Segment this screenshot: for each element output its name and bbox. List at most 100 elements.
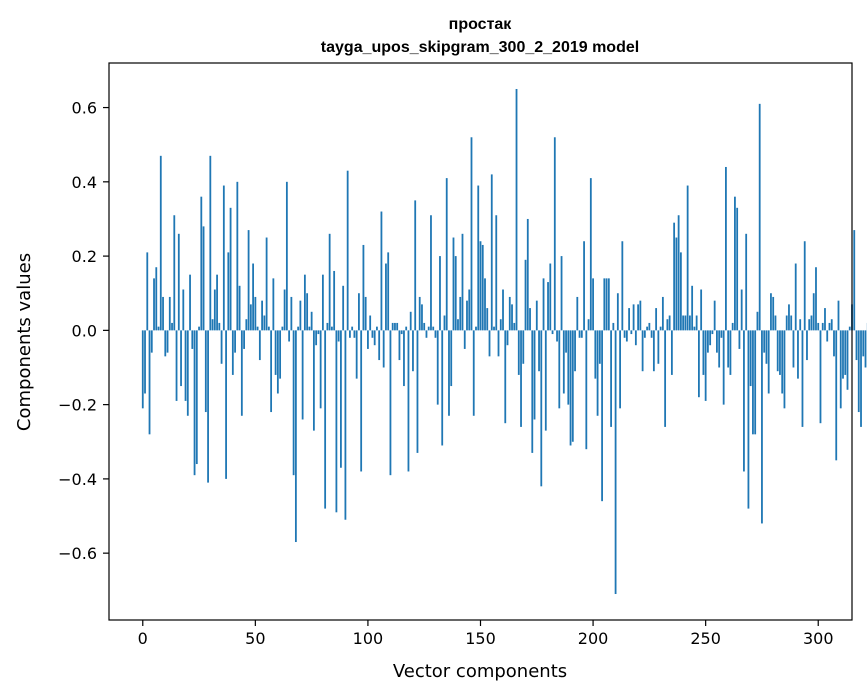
bar-8 [159, 155, 162, 331]
bar-120 [412, 330, 414, 372]
x-tick-label: 0 [138, 629, 148, 648]
bar-191 [571, 330, 574, 442]
bar-156 [493, 326, 495, 331]
bar-107 [382, 330, 385, 368]
bar-57 [270, 330, 273, 413]
bar-82 [326, 322, 329, 331]
bar-123 [418, 296, 421, 331]
bar-214 [623, 330, 626, 338]
bar-116 [403, 330, 405, 387]
bar-93 [351, 326, 354, 331]
bar-216 [628, 308, 630, 331]
bar-173 [531, 330, 534, 453]
bar-126 [425, 330, 428, 338]
bar-94 [353, 330, 356, 338]
bar-35 [220, 330, 223, 364]
bar-114 [398, 330, 401, 361]
bar-43 [238, 285, 241, 331]
bar-2 [146, 252, 149, 331]
bar-146 [470, 137, 473, 331]
bar-51 [256, 326, 259, 331]
y-axis: −0.6 −0.4 −0.2 0.0 0.2 0.4 0.6 [58, 99, 109, 563]
bar-220 [637, 304, 640, 331]
bar-124 [421, 304, 423, 331]
bar-56 [267, 326, 270, 331]
bar-257 [720, 330, 723, 338]
bar-147 [472, 330, 475, 416]
bar-133 [441, 330, 444, 446]
bar-229 [657, 330, 660, 364]
bar-110 [389, 330, 392, 476]
bar-72 [303, 274, 306, 331]
bar-189 [567, 330, 570, 405]
bar-232 [664, 330, 667, 427]
bar-236 [673, 222, 676, 331]
bar-318 [857, 330, 860, 413]
bar-247 [698, 330, 700, 398]
bar-130 [434, 330, 437, 338]
bar-54 [263, 315, 266, 331]
bar-138 [452, 237, 455, 331]
bar-163 [508, 296, 511, 331]
bar-213 [621, 241, 624, 331]
bar-151 [481, 244, 484, 331]
bar-64 [285, 181, 288, 331]
bar-37 [225, 330, 227, 479]
bar-100 [367, 330, 369, 349]
bar-1 [144, 330, 146, 394]
bar-317 [855, 330, 858, 361]
bar-113 [396, 322, 399, 331]
bar-284 [781, 330, 784, 394]
bar-219 [634, 330, 637, 346]
bar-175 [535, 300, 538, 331]
bar-165 [513, 322, 516, 331]
bar-30 [209, 155, 212, 331]
bar-87 [337, 330, 340, 342]
y-tick-label: 0.2 [72, 247, 97, 266]
bar-16 [177, 233, 180, 331]
bar-96 [358, 293, 360, 331]
bar-290 [794, 263, 797, 331]
bar-217 [630, 330, 633, 335]
bar-171 [526, 218, 529, 331]
bar-273 [756, 311, 759, 331]
bar-49 [252, 263, 254, 331]
bars-group [141, 88, 867, 595]
bar-231 [661, 296, 664, 331]
bar-22 [191, 330, 194, 349]
bar-79 [319, 330, 322, 409]
x-axis-label: Vector components [393, 661, 567, 682]
bar-196 [583, 241, 585, 331]
bar-19 [184, 330, 187, 401]
bar-31 [211, 319, 214, 331]
bar-23 [193, 330, 196, 476]
bar-102 [371, 330, 374, 338]
bar-25 [198, 326, 200, 331]
bar-167 [517, 330, 520, 375]
bar-237 [675, 237, 678, 331]
bar-259 [725, 166, 727, 331]
bar-262 [731, 322, 734, 331]
bar-90 [344, 330, 347, 520]
bar-291 [797, 330, 799, 379]
bar-137 [450, 330, 453, 387]
bar-73 [306, 293, 309, 331]
bar-101 [369, 315, 372, 331]
bar-260 [727, 330, 730, 368]
bar-238 [677, 215, 680, 331]
bar-261 [729, 330, 732, 375]
bar-194 [578, 330, 581, 338]
bar-176 [538, 330, 540, 372]
bar-48 [249, 304, 252, 331]
bar-283 [779, 330, 781, 375]
bar-256 [718, 330, 721, 368]
bar-184 [556, 330, 558, 342]
y-tick-label: 0.4 [72, 173, 97, 192]
bar-166 [515, 88, 518, 331]
bar-112 [394, 322, 396, 331]
bar-202 [596, 330, 599, 416]
bar-160 [502, 289, 504, 331]
bar-302 [821, 322, 824, 331]
bar-88 [340, 330, 342, 468]
